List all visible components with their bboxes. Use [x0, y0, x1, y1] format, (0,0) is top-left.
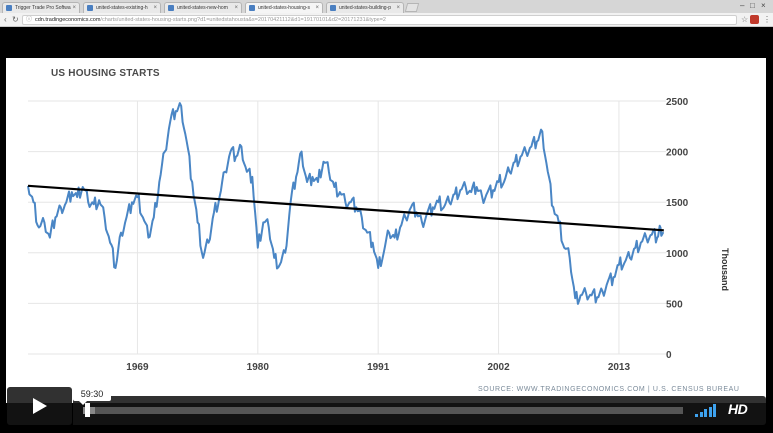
new-tab-button[interactable] — [404, 3, 420, 12]
chart-page: 0 500 1000 1500 2000 2500 1969 1980 1991 2002 2013… — [6, 58, 766, 403]
volume-level-bar — [699, 411, 703, 417]
volume-level-bar — [713, 404, 716, 417]
chart: 0 500 1000 1500 2000 2500 1969 1980 1991 2002 2013 — [27, 97, 689, 373]
chart-source: SOURCE: WWW.TRADINGECONOMICS.COM | U.S. … — [478, 386, 740, 393]
progress-handle[interactable] — [85, 403, 91, 417]
tab-title: united-states-new-hom — [177, 5, 228, 11]
y-tick-label: 1500 — [666, 198, 689, 209]
y-tick-label: 0 — [666, 350, 672, 361]
close-window-icon[interactable]: × — [761, 1, 766, 10]
x-tick-label: 1991 — [367, 362, 390, 373]
volume-level-bar — [708, 406, 712, 417]
browser-tab[interactable]: Trigger Trade Pro Softwa × — [2, 2, 80, 13]
url-path: /charts/united-states-housing-starts.png… — [100, 17, 386, 23]
volume-icon[interactable] — [695, 404, 717, 417]
maximize-icon[interactable]: □ — [750, 1, 755, 10]
browser-tab[interactable]: united-states-existing-h × — [83, 2, 161, 13]
y-tick-label: 2000 — [666, 148, 689, 159]
browser-tab[interactable]: united-states-new-hom × — [164, 2, 242, 13]
back-icon[interactable]: ‹ — [4, 15, 7, 24]
y-tick-label: 2500 — [666, 97, 689, 108]
browser-tab[interactable]: united-states-building-p × — [326, 2, 404, 13]
menu-icon[interactable]: ⋮ — [763, 15, 771, 24]
tab-title: Trigger Trade Pro Softwa — [15, 5, 71, 11]
tab-title: united-states-housing-s — [258, 5, 310, 11]
close-tab-icon[interactable]: × — [396, 5, 400, 11]
page-favicon-icon — [330, 5, 336, 11]
series-line — [27, 102, 664, 305]
tab-title: united-states-building-p — [339, 5, 391, 11]
y-axis-unit-label: Thousand — [720, 248, 730, 291]
minimize-icon[interactable]: – — [740, 1, 745, 10]
browser-tab-strip: Trigger Trade Pro Softwa × united-states… — [0, 0, 773, 13]
y-tick-label: 1000 — [666, 249, 689, 260]
x-tick-label: 1980 — [247, 362, 270, 373]
hd-button[interactable]: HD — [728, 401, 748, 417]
x-tick-label: 2002 — [487, 362, 510, 373]
address-bar[interactable]: ⓘ cdn.tradingeconomics.com/charts/united… — [22, 15, 737, 25]
page-info-icon: ⓘ — [26, 17, 33, 23]
page-favicon-icon — [168, 5, 174, 11]
volume-level-bar — [695, 414, 698, 417]
x-tick-label: 1969 — [126, 362, 149, 373]
close-tab-icon[interactable]: × — [315, 5, 319, 11]
progress-bar[interactable] — [83, 407, 683, 414]
player-controls: HD — [73, 396, 766, 425]
y-tick-label: 500 — [666, 299, 683, 310]
browser-toolbar: ‹ ↻ ⓘ cdn.tradingeconomics.com/charts/un… — [0, 13, 773, 27]
trend-line — [27, 184, 664, 232]
page-favicon-icon — [6, 5, 12, 11]
play-button[interactable] — [7, 387, 72, 425]
close-tab-icon[interactable]: × — [153, 5, 157, 11]
time-tooltip: 59:30 — [73, 387, 111, 405]
page-favicon-icon — [249, 5, 255, 11]
play-icon — [33, 398, 47, 414]
volume-level-bar — [704, 409, 707, 417]
close-tab-icon[interactable]: × — [72, 5, 76, 11]
browser-tab-active[interactable]: united-states-housing-s × — [245, 2, 323, 13]
extension-icon[interactable] — [750, 15, 759, 24]
chart-title: US HOUSING STARTS — [51, 68, 160, 79]
close-tab-icon[interactable]: × — [234, 5, 238, 11]
page-favicon-icon — [87, 5, 93, 11]
reload-icon[interactable]: ↻ — [12, 15, 19, 24]
x-tick-label: 2013 — [608, 362, 631, 373]
url-host: cdn.tradingeconomics.com — [35, 17, 101, 23]
bookmark-star-icon[interactable]: ☆ — [741, 15, 749, 24]
tab-title: united-states-existing-h — [96, 5, 148, 11]
